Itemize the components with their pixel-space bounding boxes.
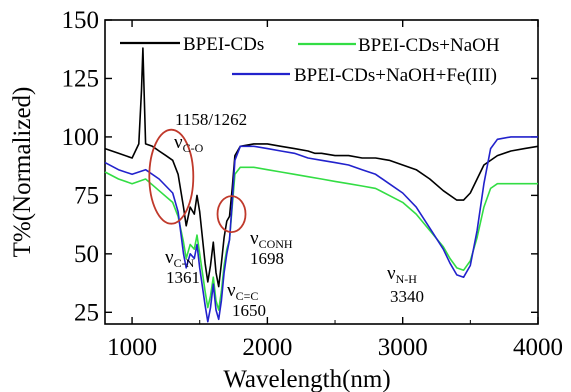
annotations: 1158/1262 νC-O νC-N 1361 νC=C 1650 νCONH… [165,110,424,320]
series-layer [104,47,539,323]
annotation-c-c-value: 1650 [232,301,266,320]
annotation-c-o-subscript: C-O [183,141,204,155]
annotation-c-n-symbol: ν [165,247,174,268]
legend-label-bpei-cds: BPEI-CDs [183,34,264,55]
annotation-c-n-label: νC-N [165,247,195,270]
y-tick-label: 25 [74,299,99,326]
annotation-n-h-subscript: N-H [396,272,418,286]
y-tick-label: 125 [62,65,100,92]
highlight-ellipse-conh [216,195,247,233]
series-line-bpei-cds-naoh [104,166,538,311]
annotation-conh-value: 1698 [250,249,284,268]
annotation-c-n-value: 1361 [166,268,200,287]
legend: BPEI-CDs BPEI-CDs+NaOH BPEI-CDs+NaOH+Fe(… [120,34,500,86]
series-line-bpei-cds-naoh-fe-iii [104,136,538,323]
annotation-c-n-subscript: C-N [174,256,195,270]
x-tick-label: 2000 [242,334,292,361]
annotation-n-h-symbol: ν [387,263,396,284]
series-line-bpei-cds [104,47,539,288]
y-tick-label: 50 [74,241,99,268]
x-tick-label: 4000 [513,334,563,361]
highlight-ellipse-c-o [148,128,195,225]
annotation-c-o-label: νC-O [174,132,204,155]
annotation-c-c-label: νC=C [227,280,258,303]
x-axis-title: Wavelength(nm) [223,366,390,392]
legend-label-bpei-cds-naoh: BPEI-CDs+NaOH [358,35,500,56]
annotation-c-c-symbol: ν [227,280,236,301]
annotation-n-h-value: 3340 [390,287,424,306]
annotation-n-h-label: νN-H [387,263,417,286]
legend-label-bpei-cds-naoh-fe: BPEI-CDs+NaOH+Fe(III) [294,65,497,86]
x-tick-label: 3000 [378,334,428,361]
highlight-circles [148,128,247,233]
annotation-c-o-symbol: ν [174,132,183,153]
y-tick-label: 100 [62,124,100,151]
annotation-conh-label: νCONH [250,228,293,251]
x-axis: 1000 2000 3000 4000 [107,20,563,361]
y-axis: 25 50 75 100 125 150 [62,7,538,326]
y-tick-label: 75 [74,182,99,209]
annotation-conh-symbol: ν [250,228,259,249]
annotation-c-c-subscript: C=C [236,289,259,303]
x-tick-label: 1000 [107,334,157,361]
y-tick-label: 150 [62,7,100,34]
annotation-c-o-wavenumbers: 1158/1262 [175,110,247,129]
annotation-conh-subscript: CONH [259,237,293,251]
y-axis-title: T%(Normalized) [9,87,36,258]
